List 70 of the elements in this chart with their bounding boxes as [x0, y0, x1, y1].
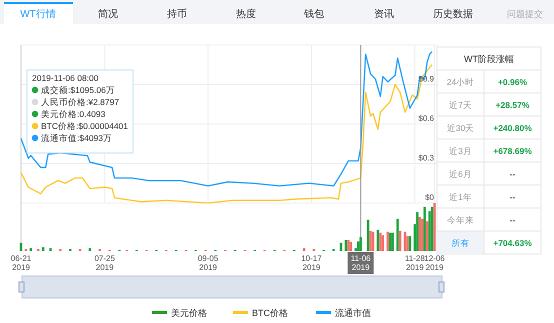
text: +28.57%	[496, 100, 530, 110]
bar	[42, 247, 44, 251]
x-tick-label: 09-05 2019	[198, 254, 219, 272]
bar	[430, 206, 434, 251]
annotation: 美元价格:0.4093	[41, 109, 106, 119]
bar	[347, 240, 350, 251]
text: 近3月	[449, 146, 472, 156]
text: --	[510, 169, 516, 179]
bar	[386, 232, 389, 251]
bar	[408, 236, 412, 251]
bar	[421, 218, 424, 251]
text: 近30天	[446, 123, 474, 133]
bar	[382, 235, 384, 251]
bar	[357, 241, 360, 251]
annotation: 2019-11-06 08:00	[32, 73, 99, 83]
bar	[350, 242, 352, 251]
text: 24小时	[446, 77, 474, 87]
text: 持币	[167, 8, 187, 20]
text: 简况	[98, 8, 118, 20]
annotation: 流通市值:$4093万	[41, 133, 112, 143]
text: 近1年	[449, 192, 472, 202]
bar	[379, 232, 382, 251]
bar	[426, 221, 428, 251]
text: 问题提交	[507, 9, 543, 19]
annotation: BTC价格:$0.00004401	[41, 121, 128, 131]
bar	[30, 248, 32, 251]
bar	[88, 248, 92, 251]
bar	[389, 232, 392, 251]
legend-label: BTC价格	[252, 308, 288, 318]
x-tick-label: 12-06 2019	[424, 254, 446, 272]
annotation: 人民币价格:¥2.8797	[41, 97, 120, 107]
text: --	[510, 215, 516, 225]
x-tick-label: 07-25 2019	[94, 254, 116, 272]
bar	[428, 211, 431, 251]
x-tick-label: 06-21 2019	[10, 254, 32, 272]
bar	[302, 248, 306, 251]
text: 资讯	[374, 8, 394, 20]
x-tick-label: 11-06 2019	[350, 254, 372, 272]
text: 近6月	[449, 169, 472, 179]
legend-label: 美元价格	[171, 308, 207, 318]
bar	[396, 218, 399, 251]
text: 所有	[452, 238, 470, 248]
text: +678.69%	[493, 146, 532, 156]
text: 钱包	[303, 8, 324, 20]
y-tick-label: $0	[425, 193, 435, 202]
bar	[344, 240, 348, 251]
bar	[423, 206, 426, 251]
bar	[366, 220, 370, 251]
text: +704.63%	[493, 238, 532, 248]
bar	[418, 216, 421, 251]
annotation: 成交额:$1095.06万	[41, 85, 115, 95]
x-tick-label: 10-17 2019	[301, 254, 322, 272]
text: 今年来	[447, 215, 474, 225]
legend-label: 流通市值	[335, 308, 371, 318]
bar	[376, 230, 380, 251]
y-tick-label: $0.6	[418, 114, 435, 123]
x-tick-label: 11-28 2019	[404, 254, 426, 272]
text: WT行情	[20, 8, 56, 20]
bar	[391, 232, 394, 251]
text: +240.80%	[493, 123, 532, 133]
text: --	[510, 192, 516, 202]
text: +0.96%	[498, 77, 528, 87]
y-tick-label: $0.3	[418, 154, 435, 162]
text: 热度	[236, 8, 256, 20]
text: WT阶段涨幅	[464, 54, 514, 64]
bar	[398, 230, 402, 251]
text: 历史数据	[433, 8, 473, 20]
bar	[416, 212, 419, 251]
text: 近7天	[449, 100, 472, 110]
bar	[359, 237, 362, 251]
